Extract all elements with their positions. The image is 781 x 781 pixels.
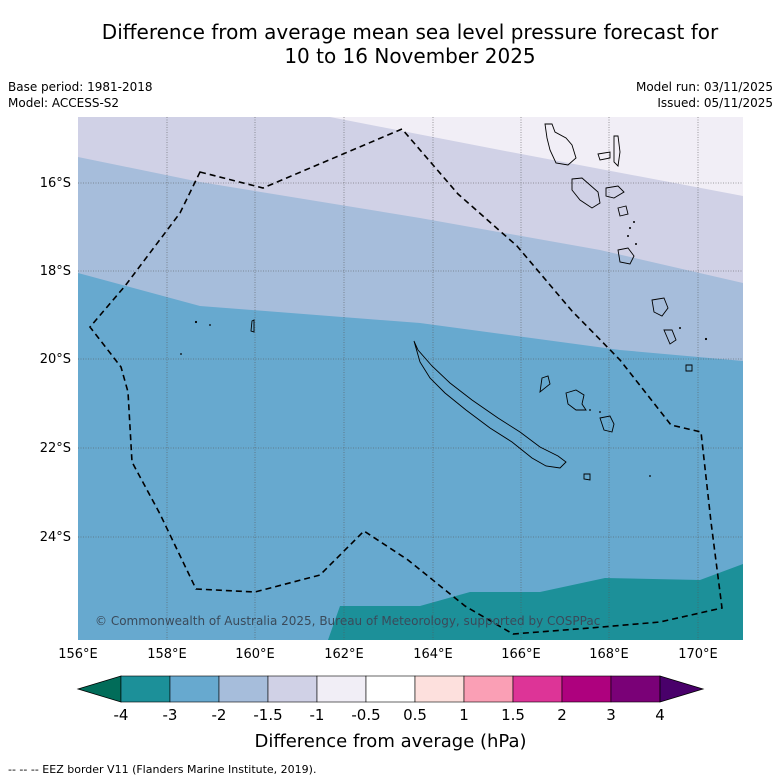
maewo-outline xyxy=(597,151,611,161)
chesterfield-islet-outline xyxy=(250,319,255,333)
lat-label-22s: 22°S xyxy=(39,441,71,456)
colorbar-swatch xyxy=(414,675,465,703)
ouvea-outline xyxy=(539,375,551,394)
lon-label-160e: 160°E xyxy=(235,647,275,662)
cb-tick-3: 3 xyxy=(606,706,616,724)
colorbar-swatch xyxy=(169,675,220,703)
lat-label-20s: 20°S xyxy=(39,352,71,367)
lon-label-170e: 170°E xyxy=(678,647,718,662)
colorbar-swatch xyxy=(120,675,171,703)
title-line-2: 10 to 16 November 2025 xyxy=(284,44,536,68)
lon-label-156e: 156°E xyxy=(58,647,98,662)
model-name: Model: ACCESS-S2 xyxy=(8,96,120,110)
lifou-outline xyxy=(565,389,587,411)
gridlines xyxy=(78,117,743,640)
cb-tick-4: 4 xyxy=(655,706,665,724)
colorbar-swatch xyxy=(267,675,318,703)
epi-outline xyxy=(617,205,629,217)
malekula-outline xyxy=(571,177,601,209)
lat-label-16s: 16°S xyxy=(39,176,71,191)
colorbar-swatch xyxy=(512,675,563,703)
mare-outline xyxy=(599,415,615,433)
small-islands xyxy=(180,221,708,477)
cb-tick-m15: -1.5 xyxy=(253,706,283,724)
title-line-1: Difference from average mean sea level p… xyxy=(101,20,719,44)
copyright-text: © Commonwealth of Australia 2025, Bureau… xyxy=(95,614,601,628)
cb-tick-2: 2 xyxy=(557,706,567,724)
cb-tick-05: 0.5 xyxy=(403,706,427,724)
map-area xyxy=(78,117,743,640)
aneityum-outline xyxy=(685,364,693,372)
lon-label-166e: 166°E xyxy=(501,647,541,662)
efate-outline xyxy=(617,247,635,265)
tanna-outline xyxy=(663,329,677,345)
issued-date: Issued: 05/11/2025 xyxy=(657,96,773,110)
colorbar-over-arrow xyxy=(659,675,705,703)
erromango-outline xyxy=(651,297,669,317)
colorbar-swatch xyxy=(610,675,661,703)
lat-label-18s: 18°S xyxy=(39,264,71,279)
coastlines xyxy=(250,123,693,481)
cb-tick-m3: -3 xyxy=(162,706,178,724)
band-m3-m2 xyxy=(78,273,743,640)
colorbar-swatch xyxy=(561,675,612,703)
new-caledonia-outline xyxy=(413,340,567,469)
pentecost-outline xyxy=(613,135,621,167)
cb-tick-m1: -1 xyxy=(309,706,325,724)
espiritu-santo-outline xyxy=(544,123,577,166)
band-lt-m4 xyxy=(328,564,743,640)
colorbar-title: Difference from average (hPa) xyxy=(254,731,527,752)
lat-label-24s: 24°S xyxy=(39,530,71,545)
cb-tick-1: 1 xyxy=(459,706,469,724)
colorbar xyxy=(76,675,705,703)
base-period: Base period: 1981-2018 xyxy=(8,80,153,94)
isle-of-pines-outline xyxy=(583,473,591,481)
lon-label-168e: 168°E xyxy=(589,647,629,662)
cb-tick-15: 1.5 xyxy=(501,706,525,724)
colorbar-swatch xyxy=(218,675,269,703)
lon-label-162e: 162°E xyxy=(324,647,364,662)
lon-label-158e: 158°E xyxy=(147,647,187,662)
colorbar-swatch xyxy=(365,675,416,703)
colorbar-swatch xyxy=(463,675,514,703)
cb-tick-m4: -4 xyxy=(113,706,129,724)
eez-border xyxy=(88,128,723,635)
lon-label-164e: 164°E xyxy=(413,647,453,662)
colorbar-under-arrow xyxy=(76,675,122,703)
eez-legend-note: -- -- -- EEZ border V11 (Flanders Marine… xyxy=(8,763,317,776)
cb-tick-m2: -2 xyxy=(211,706,227,724)
colorbar-swatch xyxy=(316,675,367,703)
cb-tick-m05: -0.5 xyxy=(351,706,381,724)
model-run: Model run: 03/11/2025 xyxy=(635,80,773,94)
ambrym-outline xyxy=(605,185,625,199)
